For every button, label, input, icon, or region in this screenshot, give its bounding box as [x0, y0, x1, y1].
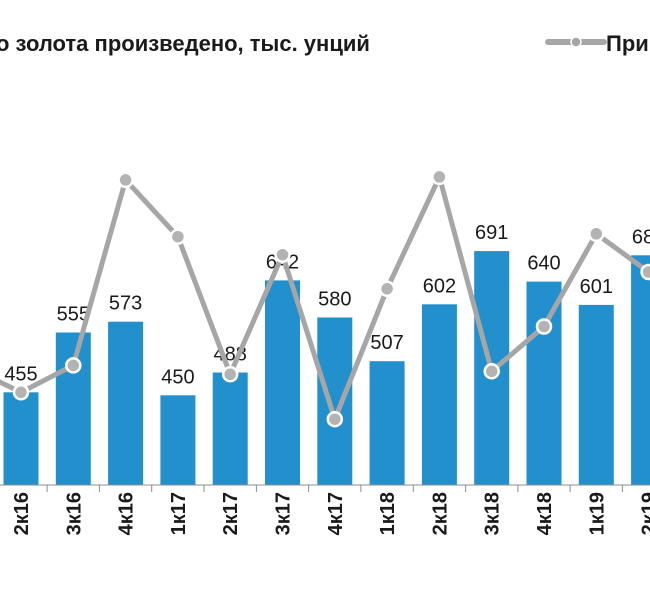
x-tick-label-1к19: 1к19 [586, 492, 608, 535]
bar-2к18 [421, 304, 457, 485]
x-tick-label-4к16: 4к16 [116, 492, 138, 535]
bar-value-label-2к16: 455 [4, 363, 37, 385]
line-point-1к17 [169, 228, 187, 245]
bar-2к19 [631, 255, 650, 485]
bar-value-label-2к18: 602 [423, 275, 456, 297]
x-tick-label-4к17: 4к17 [325, 492, 347, 535]
bar-1к17 [160, 395, 196, 485]
bar-value-label-3к18: 691 [475, 222, 508, 244]
line-point-3к16 [65, 357, 82, 374]
legend: о золота произведено, тыс. унций При [0, 31, 649, 56]
line-series-path [0, 174, 650, 422]
legend-line-series-label: При [606, 31, 649, 56]
bar-series [3, 251, 650, 485]
bar-3к17 [265, 280, 300, 485]
bar-2к16 [3, 392, 39, 485]
line-point-4к18 [535, 318, 553, 335]
line-point-3к17 [274, 246, 291, 263]
line-series [0, 168, 650, 428]
bar-value-label-1к18: 507 [370, 332, 403, 354]
line-point-4к17 [326, 410, 344, 428]
line-point-1к19 [588, 225, 605, 243]
x-tick-label-3к18: 3к18 [482, 492, 504, 535]
bar-value-label-1к17: 450 [161, 366, 194, 388]
x-tick-label-2к16: 2к16 [11, 492, 33, 535]
line-point-2к19 [640, 263, 650, 281]
line-point-4к16 [117, 171, 134, 189]
line-point-3к18 [483, 363, 500, 380]
bar-1к19 [578, 304, 614, 485]
line-point-1к18 [378, 280, 396, 298]
x-tick-label-2к17: 2к17 [220, 492, 242, 535]
bar-4к17 [317, 317, 353, 485]
x-tick-label-4к18: 4к18 [534, 492, 556, 535]
bar-4к18 [526, 281, 562, 485]
bar-3к16 [55, 332, 91, 485]
x-axis-tick-labels: 2к16 3к16 4к16 1к17 2к17 3к17 4к17 1к18 2к18 3к18… [11, 492, 650, 535]
bar-value-label-3к16: 555 [57, 304, 90, 326]
bar-value-label-4к17: 580 [318, 289, 351, 311]
x-tick-label-3к17: 3к17 [273, 492, 295, 535]
x-tick-label-2к18: 2к18 [429, 492, 451, 535]
bar-value-label-1к19: 601 [580, 276, 613, 298]
bar-4к16 [108, 321, 144, 485]
x-tick-label-1к17: 1к17 [168, 492, 190, 535]
legend-line-marker [570, 36, 582, 48]
line-point-2к16 [12, 384, 30, 401]
x-tick-label-2к19: 2к19 [639, 492, 650, 535]
legend-bar-series-label: о золота произведено, тыс. унций [0, 31, 370, 56]
x-tick-label-1к18: 1к18 [377, 492, 399, 535]
line-point-2к17 [221, 366, 239, 383]
bar-value-label-2к19: 684 [632, 226, 650, 248]
x-tick-label-3к16: 3к16 [63, 492, 85, 535]
bar-1к18 [369, 361, 405, 485]
x-axis-ticks [46, 485, 623, 492]
bar-value-label-4к16: 573 [109, 293, 142, 315]
bar-2к17 [212, 372, 248, 485]
bar-value-label-4к18: 640 [527, 253, 560, 275]
line-point-2к18 [431, 168, 448, 186]
